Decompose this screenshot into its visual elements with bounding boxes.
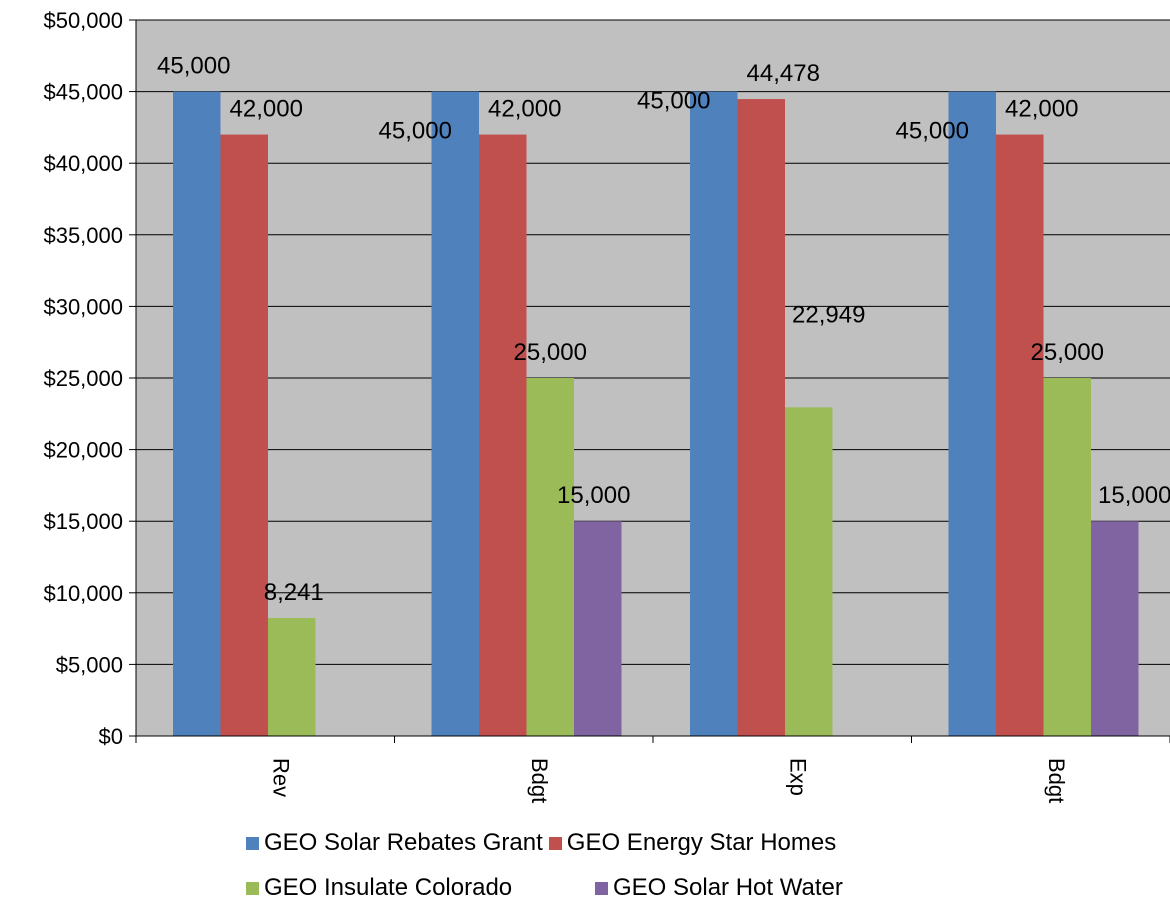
legend-item-energy-star: GEO Energy Star Homes bbox=[548, 829, 837, 857]
bars bbox=[173, 91, 1139, 737]
legend-item-solar-hot-water: GEO Solar Hot Water bbox=[595, 874, 843, 902]
y-tick-label: $45,000 bbox=[43, 80, 123, 105]
legend-swatch-solar-hot-water bbox=[595, 881, 608, 895]
y-axis-tick-labels: $0 $5,000 $10,000 $15,000 $20,000 $25,000 $30,… bbox=[43, 8, 123, 749]
x-tick-label: Bdgt bbox=[1044, 758, 1069, 803]
legend-label: GEO Energy Star Homes bbox=[566, 829, 837, 856]
data-label: 22,949 bbox=[792, 301, 865, 328]
bar bbox=[173, 91, 221, 737]
y-tick-label: $20,000 bbox=[43, 438, 123, 463]
data-label: 45,000 bbox=[896, 118, 969, 145]
x-tick-label: Rev bbox=[268, 758, 293, 797]
y-tick-label: $10,000 bbox=[43, 581, 123, 606]
x-tick-label: Exp bbox=[785, 758, 810, 796]
data-label: 45,000 bbox=[157, 53, 230, 80]
legend-swatch-solar-rebates bbox=[246, 836, 259, 850]
data-label: 15,000 bbox=[557, 482, 630, 509]
data-label: 25,000 bbox=[514, 339, 587, 366]
legend-label: GEO Solar Rebates Grant bbox=[264, 829, 543, 856]
data-label: 42,000 bbox=[488, 96, 561, 123]
legend-row-1: GEO Solar Rebates Grant GEO Energy Star … bbox=[246, 828, 836, 858]
bar bbox=[526, 378, 574, 736]
bar bbox=[948, 91, 996, 737]
bar bbox=[1091, 521, 1139, 736]
legend-label: GEO Insulate Colorado bbox=[264, 874, 513, 901]
data-label: 45,000 bbox=[637, 88, 710, 115]
x-axis-tick-labels: Rev Bdgt Exp Bdgt bbox=[268, 758, 1069, 803]
bar bbox=[690, 91, 738, 737]
legend-item-solar-rebates: GEO Solar Rebates Grant bbox=[246, 829, 543, 857]
axes bbox=[135, 20, 1170, 743]
y-tick-label: $35,000 bbox=[43, 223, 123, 248]
legend-swatch-insulate-colorado bbox=[246, 881, 259, 895]
bar bbox=[574, 521, 622, 736]
data-label: 8,241 bbox=[264, 579, 324, 606]
y-tick-label: $5,000 bbox=[56, 652, 123, 677]
bar bbox=[996, 134, 1044, 736]
data-label: 42,000 bbox=[1005, 96, 1078, 123]
legend-swatch-energy-star bbox=[548, 836, 562, 850]
y-tick-label: $50,000 bbox=[43, 8, 123, 33]
bar bbox=[268, 617, 316, 736]
data-label: 44,478 bbox=[747, 60, 820, 87]
y-tick-label: $30,000 bbox=[43, 294, 123, 319]
legend-item-insulate-colorado: GEO Insulate Colorado bbox=[246, 874, 595, 902]
data-label: 42,000 bbox=[230, 96, 303, 123]
data-label: 25,000 bbox=[1031, 339, 1104, 366]
bar bbox=[220, 134, 268, 736]
x-tick-label: Bdgt bbox=[527, 758, 552, 803]
bar bbox=[431, 91, 479, 737]
legend-label: GEO Solar Hot Water bbox=[613, 874, 843, 901]
y-tick-label: $15,000 bbox=[43, 509, 123, 534]
bar bbox=[737, 99, 785, 736]
bar bbox=[479, 134, 527, 736]
data-label: 45,000 bbox=[379, 118, 452, 145]
data-label: 15,000 bbox=[1098, 482, 1170, 509]
y-tick-label: $0 bbox=[99, 724, 123, 749]
y-tick-label: $40,000 bbox=[43, 151, 123, 176]
bar bbox=[785, 407, 833, 736]
y-tick-label: $25,000 bbox=[43, 366, 123, 391]
bar bbox=[1043, 378, 1091, 736]
legend-row-2: GEO Insulate Colorado GEO Solar Hot Wate… bbox=[246, 873, 843, 903]
